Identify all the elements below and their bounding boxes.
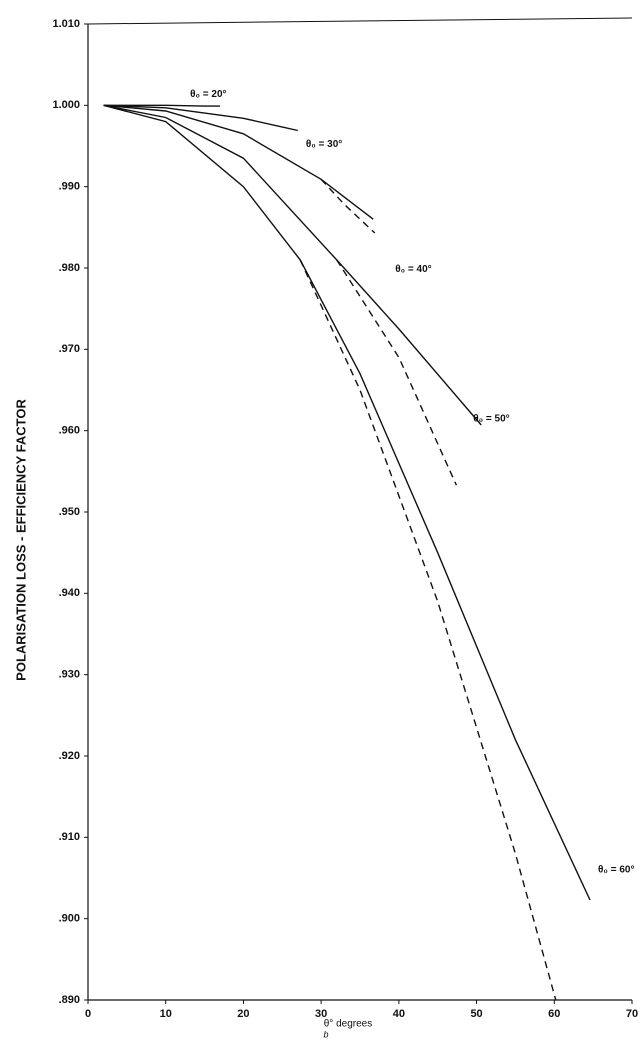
x-tick-label: 50 xyxy=(470,1008,482,1020)
curve-label: θ₀ = 40° xyxy=(395,264,431,275)
y-tick-label: .900 xyxy=(59,913,80,925)
y-tick-label: .970 xyxy=(59,343,80,355)
y-axis-label: POLARISATION LOSS - EFFICIENCY FACTOR xyxy=(13,399,28,681)
y-tick-label: .980 xyxy=(59,262,80,274)
y-tick-label: .930 xyxy=(59,669,80,681)
x-tick-label: 10 xyxy=(160,1008,172,1020)
y-tick-label: .950 xyxy=(59,506,80,518)
y-tick-label: 1.010 xyxy=(52,18,80,30)
curve-label: θ₀ = 60° xyxy=(598,865,634,876)
x-tick-label: 30 xyxy=(315,1008,327,1020)
x-tick-label: 0 xyxy=(85,1008,91,1020)
dashed-curve xyxy=(336,259,458,486)
curve xyxy=(103,104,298,132)
y-tick-label: .920 xyxy=(59,750,80,762)
x-tick-label: 70 xyxy=(626,1008,638,1020)
y-tick-label: .990 xyxy=(59,181,80,193)
curve-label: θ₀ = 30° xyxy=(306,139,342,150)
top-border xyxy=(87,17,633,25)
curve xyxy=(103,104,591,901)
curve xyxy=(103,104,482,426)
y-tick-label: .890 xyxy=(59,994,80,1006)
y-tick-label: .910 xyxy=(59,831,80,843)
y-tick-label: .960 xyxy=(59,425,80,437)
y-tick-label: 1.000 xyxy=(52,99,80,111)
x-tick-label: 20 xyxy=(237,1008,249,1020)
curve-label: θ₀ = 50° xyxy=(473,414,509,425)
x-tick-label: 60 xyxy=(548,1008,560,1020)
x-tick-label: 40 xyxy=(393,1008,405,1020)
y-tick-label: .940 xyxy=(59,587,80,599)
x-axis-label: θ° degrees xyxy=(324,1019,372,1030)
curve-label: θ₀ = 20° xyxy=(190,89,226,100)
dashed-curve xyxy=(320,178,376,234)
curve xyxy=(103,104,374,220)
x-axis-sublabel: b xyxy=(323,1029,328,1039)
